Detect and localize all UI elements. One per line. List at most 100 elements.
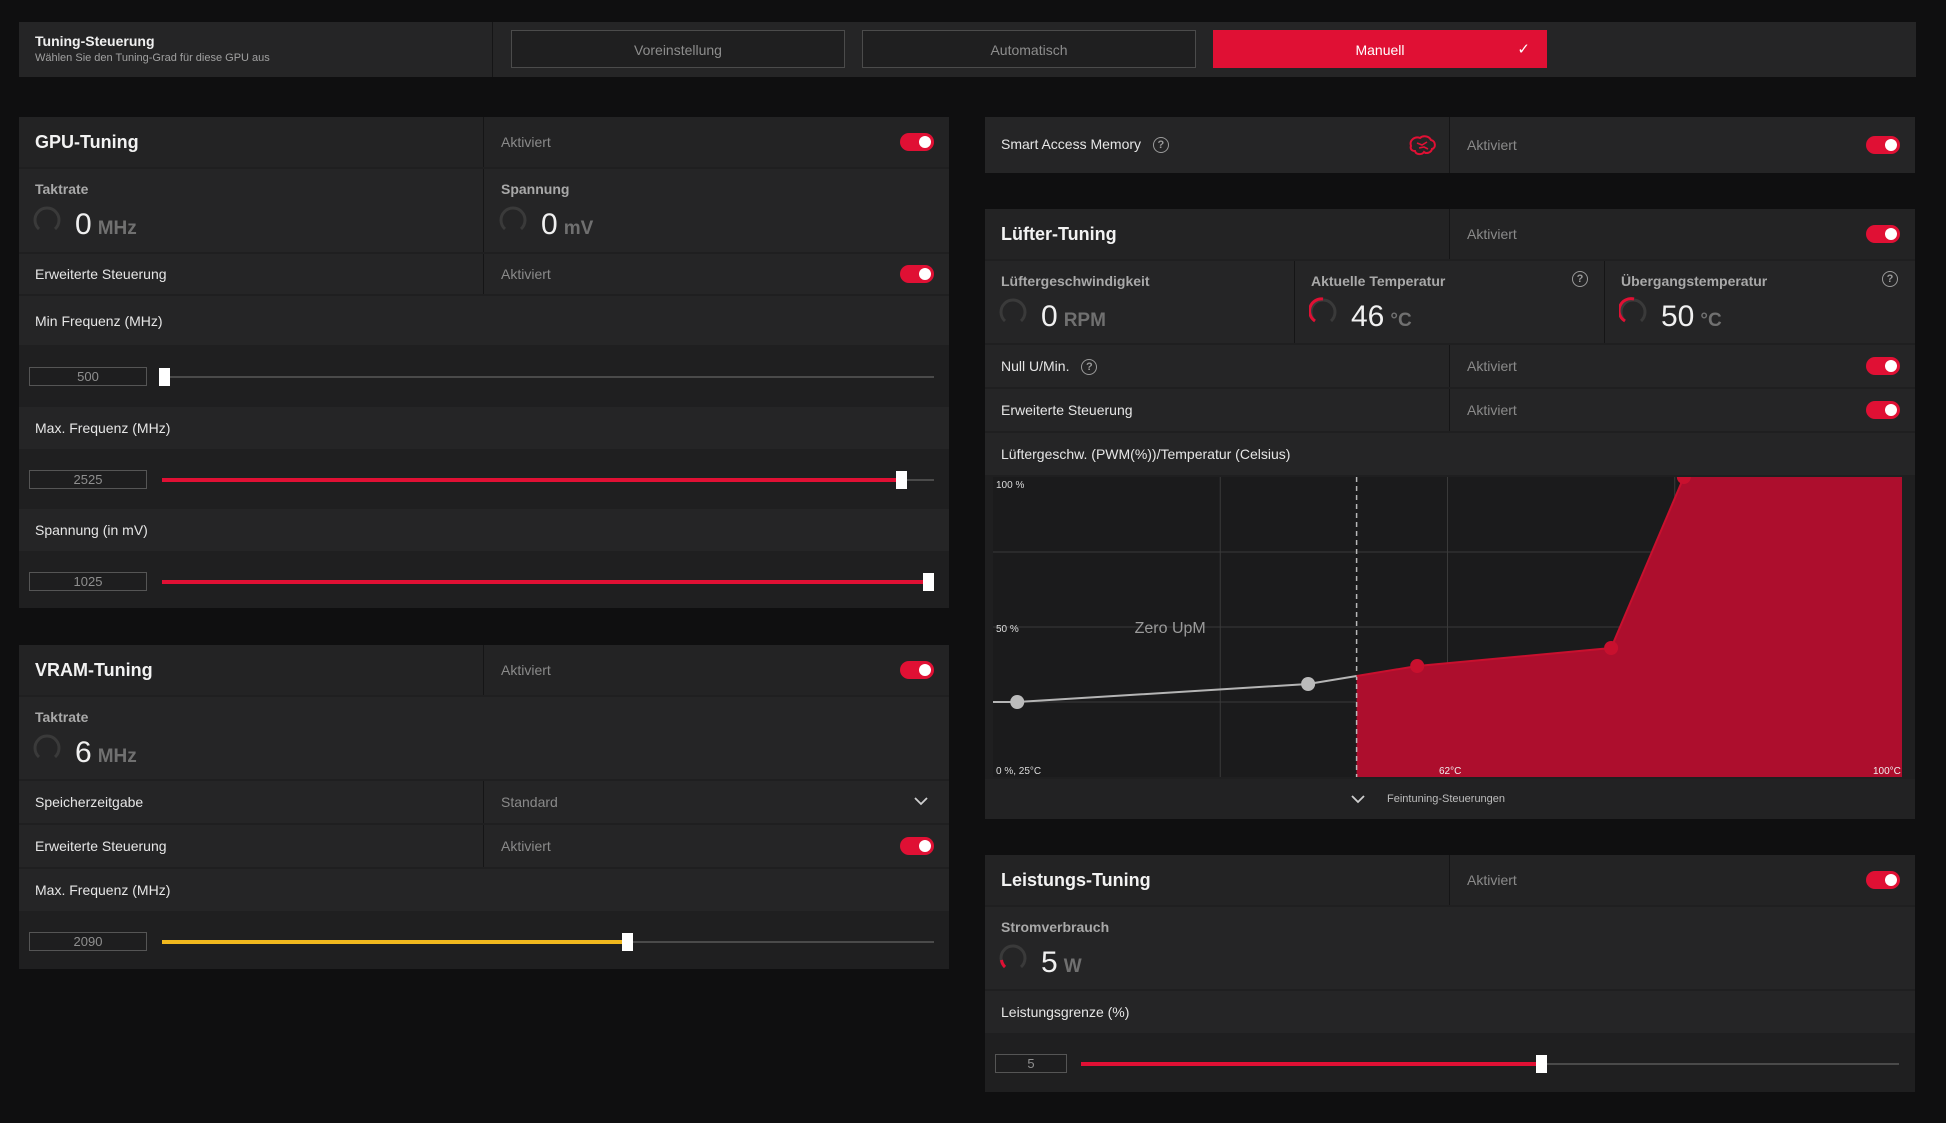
power-limit-slider-row: 5 (985, 1035, 1915, 1092)
automatic-label: Automatisch (990, 42, 1068, 58)
chart-points (1010, 477, 1691, 709)
power-limit-input[interactable]: 5 (995, 1054, 1067, 1073)
power-unit: W (1063, 956, 1082, 977)
clock-value: 0 (75, 208, 92, 241)
voltage-mv-label-row: Spannung (in mV) (19, 509, 949, 551)
current-temp-label: Aktuelle Temperatur (1311, 273, 1446, 289)
junction-temp-label: Übergangstemperatur (1621, 273, 1768, 289)
divider (1294, 261, 1295, 343)
fan-speed-value-group: 0 RPM (1041, 300, 1106, 334)
vram-tuning-status: Aktiviert (501, 662, 551, 678)
fan-curve-chart[interactable]: Zero UpM 100 % 50 % 0 %, 25°C 62°C 100°C (985, 477, 1915, 777)
help-icon[interactable]: ? (1572, 271, 1588, 287)
power-consumption-label: Stromverbrauch (1001, 919, 1110, 935)
zero-rpm-toggle[interactable] (1866, 357, 1900, 375)
vram-clock-value-group: 6 MHz (75, 736, 137, 770)
vram-max-freq-input[interactable]: 2090 (29, 932, 147, 951)
vram-tuning-header: VRAM-Tuning Aktiviert (19, 645, 949, 695)
power-tuning-toggle[interactable] (1866, 871, 1900, 889)
x-tick-100: 100°C (1873, 766, 1901, 777)
vram-max-freq-slider-row: 2090 (19, 913, 949, 969)
fan-advanced-label: Erweiterte Steuerung (1001, 402, 1133, 418)
slider-thumb[interactable] (923, 573, 935, 591)
automatic-button[interactable]: Automatisch (862, 30, 1196, 68)
voltage-mv-slider[interactable] (162, 573, 935, 591)
curve-point-4 (1676, 477, 1691, 484)
min-freq-label: Min Frequenz (MHz) (35, 313, 163, 329)
fan-advanced-toggle[interactable] (1866, 401, 1900, 419)
help-icon[interactable]: ? (1081, 359, 1098, 376)
sam-toggle[interactable] (1866, 136, 1900, 154)
divider (1449, 117, 1450, 173)
curve-point-1 (1301, 677, 1316, 691)
vram-tuning-toggle[interactable] (900, 661, 934, 679)
max-freq-slider-row: 2525 (19, 451, 949, 507)
tuning-control-title: Tuning-Steuerung (35, 33, 155, 49)
slider-thumb[interactable] (159, 368, 170, 386)
vram-tuning-title: VRAM-Tuning (35, 660, 153, 680)
vram-clock-label: Taktrate (35, 709, 89, 725)
fine-tune-row[interactable]: Feintuning-Steuerungen (985, 779, 1915, 819)
clock-value-group: 0 MHz (75, 208, 137, 242)
divider (1449, 855, 1450, 905)
gpu-advanced-status: Aktiviert (501, 266, 551, 282)
slider-fill (1081, 1062, 1540, 1066)
curve-point-0 (1010, 695, 1025, 709)
fan-curve-chart-area: Zero UpM 100 % 50 % 0 %, 25°C 62°C 100°C (985, 477, 1915, 777)
help-icon[interactable]: ? (1882, 271, 1898, 287)
fan-speed-gauge-icon (999, 298, 1027, 323)
chart-inactive-line (993, 675, 1357, 703)
gpu-advanced-label: Erweiterte Steuerung (35, 266, 167, 282)
manual-label: Manuell (1355, 42, 1405, 58)
vram-max-freq-slider[interactable] (162, 933, 934, 951)
manual-button[interactable]: Manuell ✓ (1213, 30, 1547, 68)
memory-timing-value: Standard (501, 794, 558, 810)
fan-advanced-status: Aktiviert (1467, 402, 1517, 418)
voltage-mv-input[interactable]: 1025 (29, 572, 147, 591)
chevron-down-icon[interactable] (914, 796, 928, 806)
gpu-advanced-toggle[interactable] (900, 265, 934, 283)
max-freq-label-row: Max. Frequenz (MHz) (19, 407, 949, 449)
junction-temp-unit: °C (1700, 310, 1722, 331)
sam-label: Smart Access Memory (1001, 136, 1142, 152)
divider (1449, 389, 1450, 431)
tuning-control-bar: Tuning-Steuerung Wählen Sie den Tuning-G… (19, 22, 1916, 77)
fan-speed-unit: RPM (1063, 310, 1106, 331)
voltage-label: Spannung (501, 181, 570, 197)
preset-button[interactable]: Voreinstellung (511, 30, 845, 68)
power-value: 5 (1041, 946, 1058, 979)
check-icon: ✓ (1517, 41, 1530, 58)
y-tick-100: 100 % (996, 480, 1024, 491)
junction-temp-gauge-icon (1619, 297, 1647, 323)
slider-thumb[interactable] (622, 933, 634, 951)
voltage-mv-slider-row: 1025 (19, 553, 949, 608)
zero-rpm-row: Null U/Min. ? Aktiviert (985, 345, 1915, 387)
gpu-tuning-toggle[interactable] (900, 133, 934, 151)
divider (1449, 345, 1450, 387)
memory-timing-row[interactable]: Speicherzeitgabe Standard (19, 781, 949, 823)
vram-max-freq-label: Max. Frequenz (MHz) (35, 882, 171, 898)
min-freq-slider[interactable] (159, 368, 934, 386)
power-limit-label: Leistungsgrenze (%) (1001, 1004, 1130, 1020)
divider (1449, 209, 1450, 259)
slider-thumb[interactable] (1536, 1055, 1548, 1073)
max-freq-slider[interactable] (162, 471, 934, 489)
fan-tuning-toggle[interactable] (1866, 225, 1900, 243)
fine-tune-label: Feintuning-Steuerungen (1387, 793, 1506, 805)
slider-thumb[interactable] (896, 471, 908, 489)
zero-rpm-label: Null U/Min. (1001, 358, 1070, 374)
y-tick-0: 0 %, 25°C (996, 766, 1041, 777)
power-tuning-title: Leistungs-Tuning (1001, 870, 1151, 890)
power-limit-slider[interactable] (1081, 1055, 1899, 1073)
slider-fill (162, 478, 900, 482)
sam-label-group: Smart Access Memory ? (1001, 136, 1169, 154)
help-icon[interactable]: ? (1152, 137, 1169, 154)
chart-area-fill (1356, 477, 1902, 777)
sam-status: Aktiviert (1467, 137, 1517, 153)
max-freq-input[interactable]: 2525 (29, 470, 147, 489)
power-tuning-header: Leistungs-Tuning Aktiviert (985, 855, 1915, 905)
vram-advanced-toggle[interactable] (900, 837, 934, 855)
tuning-control-subtitle: Wählen Sie den Tuning-Grad für diese GPU… (35, 52, 270, 64)
min-freq-input[interactable]: 500 (29, 367, 147, 386)
